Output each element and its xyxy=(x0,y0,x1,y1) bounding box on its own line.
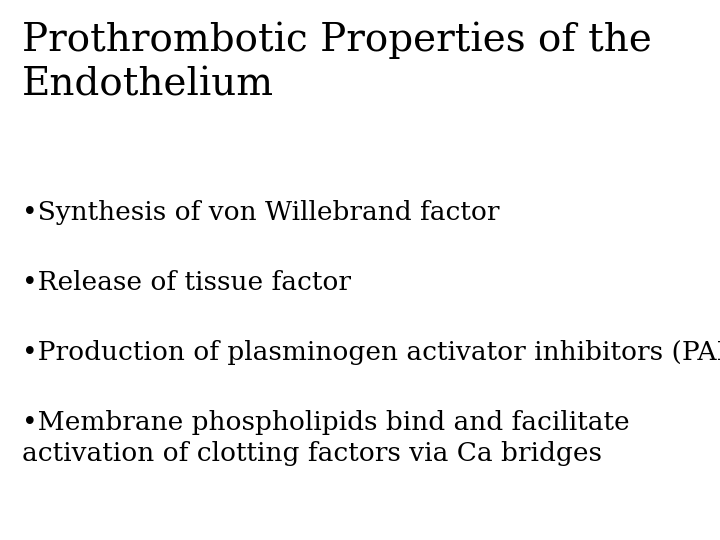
Text: •Production of plasminogen activator inhibitors (PAI): •Production of plasminogen activator inh… xyxy=(22,340,720,365)
Text: •Membrane phospholipids bind and facilitate
activation of clotting factors via C: •Membrane phospholipids bind and facilit… xyxy=(22,410,629,467)
Text: •Synthesis of von Willebrand factor: •Synthesis of von Willebrand factor xyxy=(22,200,499,225)
Text: Prothrombotic Properties of the
Endothelium: Prothrombotic Properties of the Endothel… xyxy=(22,22,652,103)
Text: •Release of tissue factor: •Release of tissue factor xyxy=(22,270,351,295)
